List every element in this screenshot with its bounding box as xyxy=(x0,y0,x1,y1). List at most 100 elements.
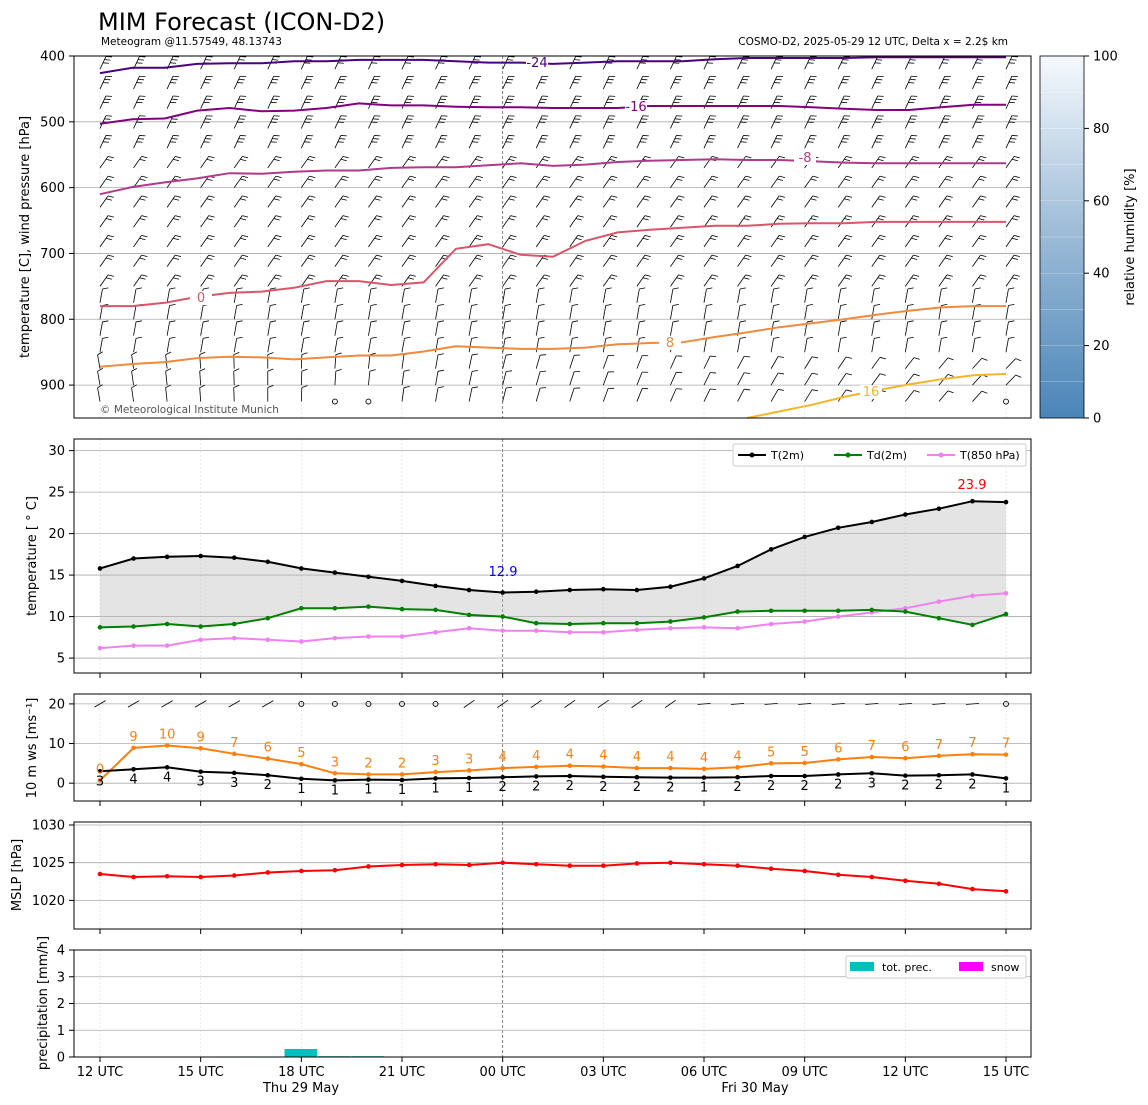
wind-barb xyxy=(435,135,448,149)
barb-staff xyxy=(233,321,238,336)
barb-flag xyxy=(342,215,349,218)
barb-flag xyxy=(175,274,182,277)
barb-staff xyxy=(401,175,411,188)
barb-flag xyxy=(911,158,918,162)
ws-value-label: 3 xyxy=(96,774,104,789)
barb-flag xyxy=(309,235,316,238)
barb-flag xyxy=(267,368,274,372)
barb-flag xyxy=(907,287,914,290)
wind-barb xyxy=(166,95,180,109)
wind-ylabel: 10 m ws [ms⁻¹] xyxy=(25,698,40,799)
barb-staff xyxy=(972,374,983,386)
barb-staff xyxy=(435,387,439,402)
barb-staff xyxy=(770,356,779,369)
wind-barb xyxy=(602,355,615,369)
wind-barb xyxy=(703,235,718,248)
barb-staff xyxy=(200,274,210,287)
barb-staff xyxy=(368,338,372,353)
wind-barb xyxy=(267,368,274,386)
barb-staff xyxy=(1005,254,1015,267)
t2m-point xyxy=(332,570,338,575)
wind-barb xyxy=(804,356,819,369)
ws-value-label: 1 xyxy=(1002,781,1010,796)
barb-staff xyxy=(535,387,541,402)
wind-barb xyxy=(871,235,886,248)
barb-staff xyxy=(938,175,948,188)
barb-flag xyxy=(475,198,482,201)
wind-barb xyxy=(435,303,444,320)
barb-flag xyxy=(745,215,752,218)
wind-barb xyxy=(602,135,616,149)
wind-barb xyxy=(200,115,213,129)
barb-flag xyxy=(946,215,953,218)
barb-flag xyxy=(175,195,182,198)
barb-flag xyxy=(575,277,582,280)
barb-staff xyxy=(435,254,444,267)
t2m-point xyxy=(869,519,875,525)
ws-value-label: 2 xyxy=(834,777,842,792)
barb-flag xyxy=(242,156,249,159)
barb-flag xyxy=(745,235,752,238)
wind-barb xyxy=(804,254,819,267)
barb-flag xyxy=(879,235,886,238)
barb-flag xyxy=(911,277,918,280)
barb-flag xyxy=(639,320,646,323)
barb-flag xyxy=(812,175,819,179)
barb-flag xyxy=(376,156,383,159)
wind-barb xyxy=(502,254,517,267)
barb-staff xyxy=(502,235,512,248)
wind-barb xyxy=(837,95,851,109)
barb-flag xyxy=(409,254,416,258)
barb-staff xyxy=(737,288,741,303)
barb-flag xyxy=(510,215,517,218)
barb-staff xyxy=(233,235,243,248)
barb-flag xyxy=(812,274,819,277)
barb-staff xyxy=(301,195,310,208)
wind-barb xyxy=(502,336,512,353)
ws-value-label: 2 xyxy=(666,781,674,796)
wind-barb xyxy=(1005,175,1020,188)
calm-marker xyxy=(365,398,372,405)
barb-staff xyxy=(267,95,275,109)
barb-staff xyxy=(837,175,847,188)
barb-flag xyxy=(407,198,414,201)
barb-flag xyxy=(208,235,215,238)
gust-value-label: 7 xyxy=(1002,737,1010,752)
barb-staff xyxy=(737,356,745,369)
barb-flag xyxy=(711,254,718,258)
ws-value-label: 1 xyxy=(398,783,406,798)
barb-flag xyxy=(437,303,444,306)
gust-point xyxy=(466,768,472,773)
barb-flag xyxy=(206,218,213,221)
wind-barb xyxy=(871,56,884,70)
barb-staff xyxy=(804,215,814,228)
t850-point xyxy=(735,625,740,631)
wind-barb xyxy=(972,235,987,248)
barb-flag xyxy=(544,156,551,159)
wind-barb xyxy=(837,336,847,353)
barb-flag xyxy=(913,254,920,258)
barb-staff xyxy=(972,175,981,188)
barb-flag xyxy=(404,287,411,290)
wind-barb xyxy=(569,235,584,248)
barb-flag xyxy=(471,320,478,323)
ws-value-label: 2 xyxy=(566,779,574,794)
t850-point xyxy=(1003,591,1009,596)
barb-staff xyxy=(1005,338,1009,353)
barb-staff xyxy=(1005,175,1015,188)
barb-flag xyxy=(538,287,545,290)
barb-flag xyxy=(309,274,316,277)
barb-staff xyxy=(737,372,745,386)
t850-point xyxy=(131,643,136,648)
gust-value-label: 3 xyxy=(465,752,473,767)
t2m-point xyxy=(835,525,841,531)
barb-flag xyxy=(370,287,377,290)
wind-barb xyxy=(938,235,953,248)
barb-flag xyxy=(409,274,416,277)
barb-flag xyxy=(773,336,780,339)
barb-flag xyxy=(173,277,180,280)
panel-border xyxy=(73,438,1032,674)
y-tick-label: 800 xyxy=(40,313,65,328)
gust-value-label: 9 xyxy=(197,730,205,745)
barb-flag xyxy=(236,287,243,290)
